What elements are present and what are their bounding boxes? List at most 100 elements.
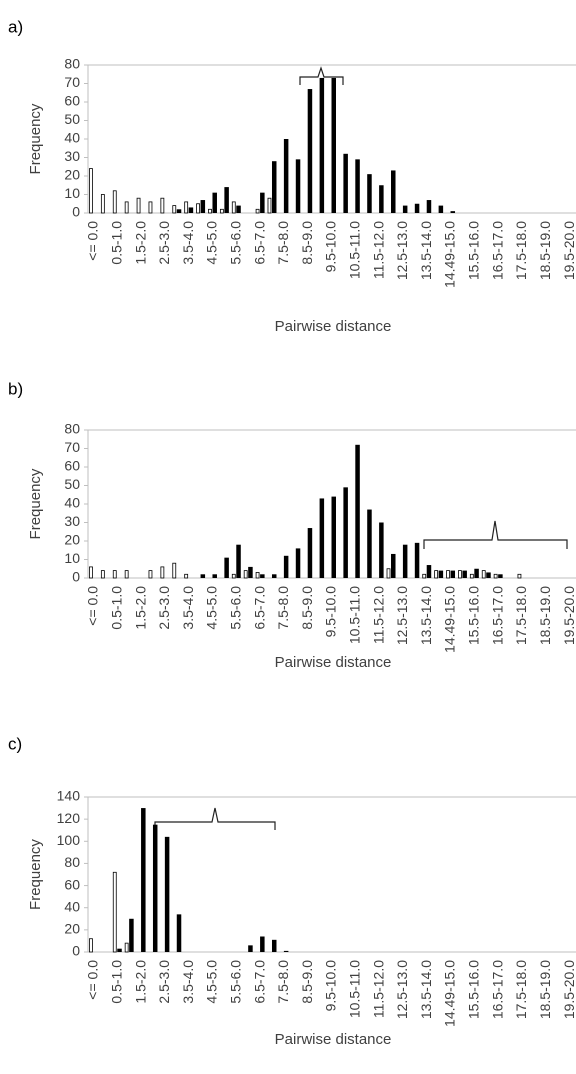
x-tick-label: 14.49-15.0 <box>442 960 458 1027</box>
x-tick-label: 4.5-5.0 <box>204 586 220 630</box>
x-tick-label: <= 0.0 <box>85 586 101 626</box>
bar <box>236 544 241 578</box>
bar <box>450 211 456 213</box>
x-axis-label: Pairwise distance <box>275 1031 392 1048</box>
bar <box>402 205 408 213</box>
x-tick-label: 1.5-2.0 <box>132 221 148 265</box>
x-tick-label: 19.5-20.0 <box>561 960 576 1019</box>
x-tick-label: 16.5-17.0 <box>489 586 505 645</box>
bar <box>212 574 217 578</box>
y-tick-label: 40 <box>64 130 80 146</box>
x-tick-label: 6.5-7.0 <box>251 221 267 265</box>
bar <box>100 570 105 579</box>
bar <box>219 208 224 214</box>
bar <box>426 200 432 213</box>
panel-label: b) <box>8 379 23 398</box>
x-tick-label: 7.5-8.0 <box>275 586 291 630</box>
x-tick-label: 4.5-5.0 <box>204 960 220 1004</box>
x-tick-label: 15.5-16.0 <box>466 960 482 1019</box>
x-tick-label: 11.5-12.0 <box>370 586 386 644</box>
bar <box>319 77 325 213</box>
bar <box>89 566 93 579</box>
bar <box>224 187 229 213</box>
x-tick-label: 18.5-19.0 <box>537 221 553 280</box>
bar <box>283 139 289 213</box>
bar <box>141 808 146 952</box>
bar <box>129 918 134 952</box>
x-tick-label: 16.5-17.0 <box>489 221 505 280</box>
bar <box>271 161 277 213</box>
y-tick-label: 60 <box>64 876 80 892</box>
x-tick-label: 1.5-2.0 <box>132 960 148 1004</box>
x-tick-label: 3.5-4.0 <box>180 960 196 1004</box>
bar <box>176 914 182 952</box>
bar <box>379 522 384 578</box>
bar <box>462 570 467 578</box>
bar <box>148 201 153 214</box>
x-tick-label: 19.5-20.0 <box>561 586 576 645</box>
bar <box>208 208 212 214</box>
y-tick-label: 40 <box>64 898 80 914</box>
x-tick-label: 9.5-10.0 <box>323 221 339 273</box>
bar <box>422 573 427 579</box>
x-tick-label: 9.5-10.0 <box>323 586 339 638</box>
y-tick-label: 0 <box>72 569 80 585</box>
bar <box>172 562 177 579</box>
y-tick-label: 30 <box>64 148 80 164</box>
panel-label: c) <box>8 734 22 753</box>
y-tick-label: 0 <box>72 204 80 220</box>
bar <box>355 444 360 578</box>
bar <box>196 203 200 214</box>
bar <box>124 570 129 579</box>
bar <box>172 205 177 214</box>
bar <box>184 573 189 579</box>
x-tick-label: 3.5-4.0 <box>180 586 196 630</box>
y-tick-label: 140 <box>57 788 81 804</box>
bar <box>517 573 522 579</box>
bracket <box>154 807 276 830</box>
bar <box>188 207 194 213</box>
x-tick-label: 14.49-15.0 <box>442 221 458 288</box>
x-axis-label: Pairwise distance <box>275 318 392 335</box>
x-tick-label: 5.5-6.0 <box>227 960 243 1004</box>
bar <box>438 205 444 213</box>
bar <box>176 209 182 213</box>
bar <box>414 203 420 213</box>
bar <box>112 190 117 214</box>
bar <box>124 942 129 953</box>
x-tick-label: 13.5-14.0 <box>418 960 434 1019</box>
bar <box>248 945 253 952</box>
x-tick-label: 6.5-7.0 <box>251 586 267 630</box>
bar <box>367 509 372 578</box>
bar <box>271 574 277 578</box>
bar <box>386 568 391 579</box>
bar <box>248 566 253 578</box>
y-tick-label: 60 <box>64 93 80 109</box>
x-tick-label: 18.5-19.0 <box>537 586 553 645</box>
x-tick-label: 17.5-18.0 <box>513 960 529 1019</box>
x-tick-label: <= 0.0 <box>85 221 101 261</box>
x-tick-label: 3.5-4.0 <box>180 221 196 265</box>
bar <box>136 197 141 214</box>
bar <box>200 574 206 578</box>
bar <box>295 548 301 578</box>
y-tick-label: 70 <box>64 439 80 455</box>
bar <box>255 572 260 579</box>
bar <box>295 159 301 213</box>
x-tick-label: 5.5-6.0 <box>227 221 243 265</box>
y-tick-label: 30 <box>64 513 80 529</box>
x-tick-label: 12.5-13.0 <box>394 960 410 1019</box>
y-axis-label: Frequency <box>27 839 44 910</box>
bar <box>164 836 170 952</box>
bar <box>255 208 260 214</box>
x-tick-label: 0.5-1.0 <box>108 960 124 1004</box>
x-tick-label: 8.5-9.0 <box>299 586 315 630</box>
x-tick-label: 2.5-3.0 <box>156 960 172 1004</box>
bar <box>367 174 372 213</box>
bar <box>112 871 117 953</box>
bar <box>486 572 491 578</box>
bar <box>260 574 265 578</box>
bar <box>260 936 265 952</box>
bar <box>402 544 408 578</box>
